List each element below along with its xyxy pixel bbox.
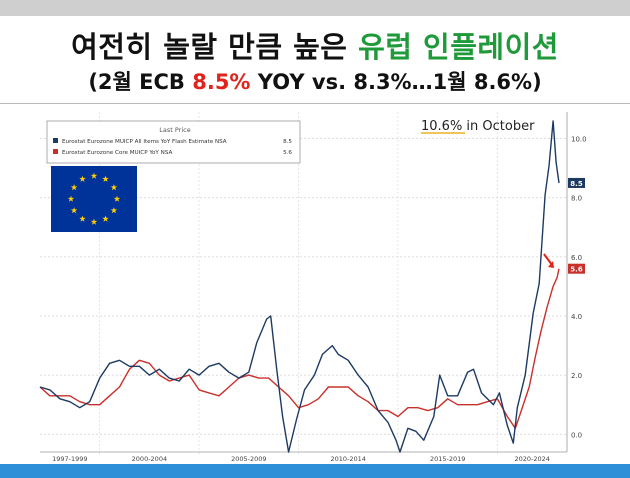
page-title: 여전히 놀랄 만큼 높은 유럽 인플레이션 — [71, 30, 559, 64]
eu-star-icon — [110, 207, 118, 214]
chart-area: 1997-1999 2000-2004 2005-2009 2010-2014 2015… — [0, 104, 630, 464]
red-arrow-icon — [543, 253, 553, 266]
bottom-bar — [0, 464, 630, 478]
eu-flag-stars — [67, 172, 121, 225]
eu-star-icon — [102, 175, 109, 182]
peak-annotation: 10.6% in October — [421, 119, 535, 134]
eu-star-icon — [110, 184, 118, 191]
series-layer — [39, 120, 560, 453]
eu-star-icon — [90, 218, 98, 225]
x-axis-categories: 1997-1999 2000-2004 2005-2009 2010-2014 2015… — [40, 451, 567, 463]
legend-swatch-core — [53, 149, 58, 154]
eu-flag-icon — [51, 166, 137, 232]
legend-value-core: 5.6 — [283, 150, 292, 156]
eu-star-icon — [79, 175, 86, 182]
y-tick-label: 10.0 — [571, 136, 587, 144]
eu-star-icon — [79, 215, 86, 222]
last-value-badge — [568, 177, 585, 188]
x-category-label: 2015-2019 — [430, 455, 465, 463]
eu-star-icon — [67, 195, 75, 202]
eu-star-icon — [102, 215, 109, 222]
last-value-labels: 8.5 5.6 — [568, 177, 585, 274]
eu-star-icon — [113, 195, 121, 202]
legend-header: Last Price — [159, 126, 190, 134]
legend-box — [46, 120, 301, 164]
eu-star-icon — [70, 184, 78, 191]
y-axis: 0.0 2.0 4.0 6.0 8.0 10.0 — [566, 112, 587, 452]
legend-value-all-items: 8.5 — [283, 139, 292, 145]
subtitle-highlight: 8.5% — [192, 70, 251, 94]
legend-entry-core: Eurostat Eurozone Core MUICP YoY NSA — [62, 150, 172, 156]
eu-star-icon — [70, 207, 78, 214]
title-highlight: 유럽 인플레이션 — [358, 30, 559, 64]
x-category-label: 1997-1999 — [52, 455, 87, 463]
x-category-label: 2000-2004 — [132, 455, 167, 463]
x-category-label: 2005-2009 — [231, 455, 266, 463]
y-tick-label: 6.0 — [571, 254, 582, 262]
last-value-label-core: 5.6 — [568, 263, 585, 274]
legend: Last Price Eurostat Eurozone MUICP All I… — [46, 120, 301, 164]
title-divider — [0, 103, 630, 104]
top-strip — [0, 0, 630, 16]
x-category-label: 2010-2014 — [331, 455, 366, 463]
legend-entry-all-items: Eurostat Eurozone MUICP All Items YoY Fl… — [62, 139, 227, 145]
red-arrow-head — [548, 261, 554, 268]
legend-swatch-all-items — [53, 138, 58, 143]
y-tick-label: 2.0 — [571, 372, 582, 380]
last-value-label-all-items: 8.5 — [568, 177, 585, 188]
y-tick-label: 4.0 — [571, 313, 582, 321]
last-value-badge — [568, 263, 585, 274]
series-line-all-items — [39, 120, 560, 453]
line-chart: 1997-1999 2000-2004 2005-2009 2010-2014 2015… — [39, 112, 587, 463]
last-value-text: 5.6 — [570, 266, 583, 274]
page-subtitle: (2월 ECB 8.5% YOY vs. 8.3%…1월 8.6%) — [88, 70, 542, 94]
last-value-text: 8.5 — [570, 180, 583, 188]
eu-star-icon — [90, 172, 98, 179]
y-tick-label: 8.0 — [571, 195, 582, 203]
x-category-label: 2020-2024 — [514, 455, 549, 463]
y-tick-label: 0.0 — [571, 431, 582, 439]
